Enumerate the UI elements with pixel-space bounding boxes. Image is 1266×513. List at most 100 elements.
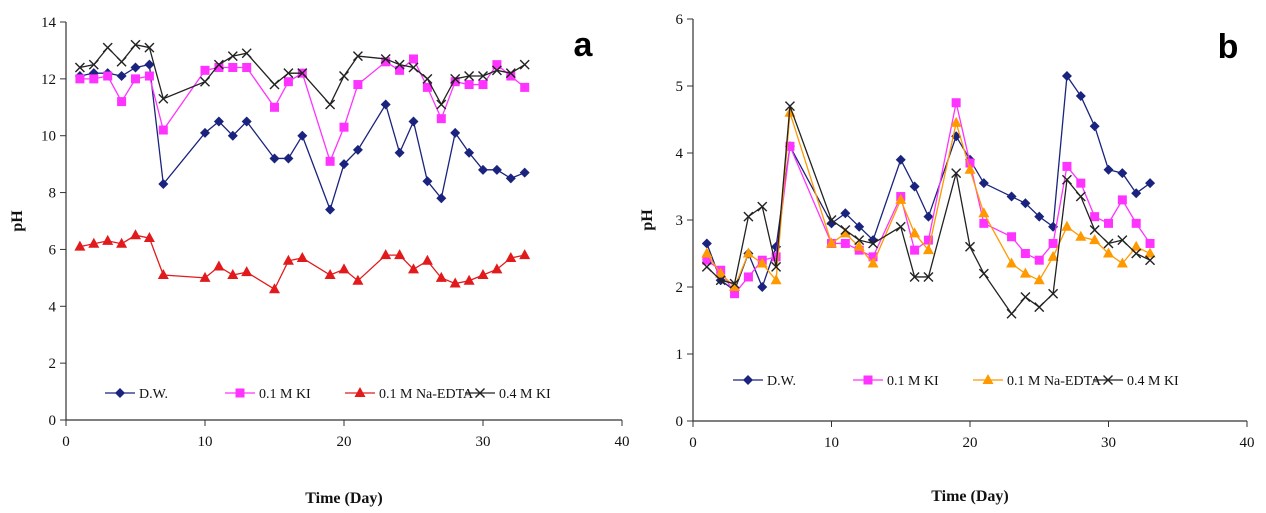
data-point — [282, 254, 294, 265]
data-point — [200, 127, 210, 138]
data-point — [1089, 234, 1101, 245]
legend-marker — [982, 374, 994, 384]
data-point — [353, 80, 363, 90]
data-point — [978, 207, 990, 218]
data-point — [701, 247, 713, 258]
data-point — [269, 79, 280, 90]
data-point — [352, 51, 363, 62]
data-point — [1103, 164, 1114, 175]
y-tick-label: 14 — [41, 15, 57, 31]
x-tick-label: 20 — [963, 435, 978, 451]
data-point — [519, 167, 530, 178]
y-tick-label: 4 — [676, 146, 684, 162]
data-point — [1131, 188, 1142, 199]
data-point — [464, 147, 475, 158]
y-tick-label: 6 — [676, 12, 684, 28]
data-point — [422, 73, 433, 84]
legend: D.W. 0.1 M KI 0.1 M Na-EDTA 0.4 M KI — [105, 387, 551, 402]
data-point — [854, 221, 865, 232]
data-point — [1061, 174, 1072, 185]
y-axis-title: pH — [9, 210, 26, 232]
data-point — [436, 193, 447, 204]
data-point — [1061, 220, 1073, 231]
data-point — [715, 275, 726, 286]
data-point — [144, 71, 154, 81]
data-point — [75, 74, 85, 84]
data-point — [421, 254, 433, 265]
data-point — [1089, 121, 1100, 132]
x-tick-label: 0 — [689, 435, 697, 451]
data-point — [922, 244, 934, 255]
data-point — [923, 211, 934, 222]
data-point — [951, 168, 962, 179]
legend-label: 0.4 M KI — [499, 387, 551, 402]
panel-letter: b — [1218, 28, 1239, 66]
data-point — [88, 237, 100, 248]
data-point — [826, 237, 837, 248]
x-tick-label: 20 — [337, 434, 352, 450]
data-point — [74, 240, 86, 251]
series-0-1-m-ki — [702, 98, 1155, 299]
data-point — [839, 227, 851, 238]
data-point — [1130, 240, 1142, 251]
data-point — [742, 247, 754, 258]
series-0-1-m-na-edta — [74, 229, 531, 294]
data-point — [143, 232, 155, 243]
data-point — [1006, 257, 1018, 268]
data-point — [729, 278, 740, 289]
y-axis-title: pH — [639, 209, 656, 231]
data-point — [241, 48, 252, 59]
data-point — [144, 42, 155, 53]
data-point — [701, 238, 712, 249]
y-tick-label: 8 — [49, 186, 57, 202]
legend: D.W. 0.1 M KI 0.1 M Na-EDTA 0.4 M KI — [733, 374, 1179, 389]
data-point — [1034, 255, 1044, 265]
chart-panel-a: 0 2 4 6 8 10 12 14 0 10 20 30 40 pH Time (Day) a D.W. 0.1… — [9, 15, 630, 507]
x-axis-title: Time (Day) — [931, 488, 1008, 505]
y-tick-label: 12 — [41, 72, 56, 88]
data-point — [1048, 288, 1059, 299]
legend-label: 0.4 M KI — [1127, 374, 1179, 389]
data-point — [1145, 255, 1156, 266]
series-0-4-m-ki — [74, 39, 530, 110]
data-point — [702, 255, 712, 265]
data-point — [422, 82, 432, 92]
legend-marker — [235, 388, 245, 398]
data-point — [840, 238, 850, 248]
x-axis-title: Time (Day) — [305, 490, 382, 507]
data-point — [715, 267, 727, 278]
data-point — [923, 235, 933, 245]
data-point — [743, 272, 753, 282]
data-point — [950, 116, 962, 127]
data-point — [408, 62, 419, 73]
data-point — [909, 227, 921, 238]
data-point — [117, 97, 127, 107]
data-point — [729, 281, 741, 291]
data-point — [283, 68, 294, 79]
data-point — [743, 211, 754, 222]
data-point — [1117, 235, 1128, 246]
data-point — [1090, 212, 1100, 222]
data-point — [1047, 250, 1059, 261]
series-0-1-m-ki — [75, 54, 530, 166]
data-point — [1019, 267, 1031, 278]
series-line — [79, 44, 526, 106]
data-point — [826, 218, 837, 229]
data-point — [213, 260, 225, 271]
data-point — [157, 269, 169, 280]
data-point — [1104, 218, 1113, 228]
data-point — [241, 116, 252, 127]
data-point — [951, 98, 961, 108]
data-point — [324, 269, 336, 280]
data-point — [436, 99, 447, 110]
data-point — [491, 263, 503, 274]
data-point — [979, 218, 989, 228]
panel-letter: a — [574, 26, 594, 64]
data-point — [116, 237, 128, 248]
x-tick-label: 10 — [824, 435, 839, 451]
data-point — [158, 93, 169, 104]
data-point — [1116, 257, 1128, 268]
data-point — [1020, 249, 1030, 258]
data-point — [130, 39, 141, 50]
